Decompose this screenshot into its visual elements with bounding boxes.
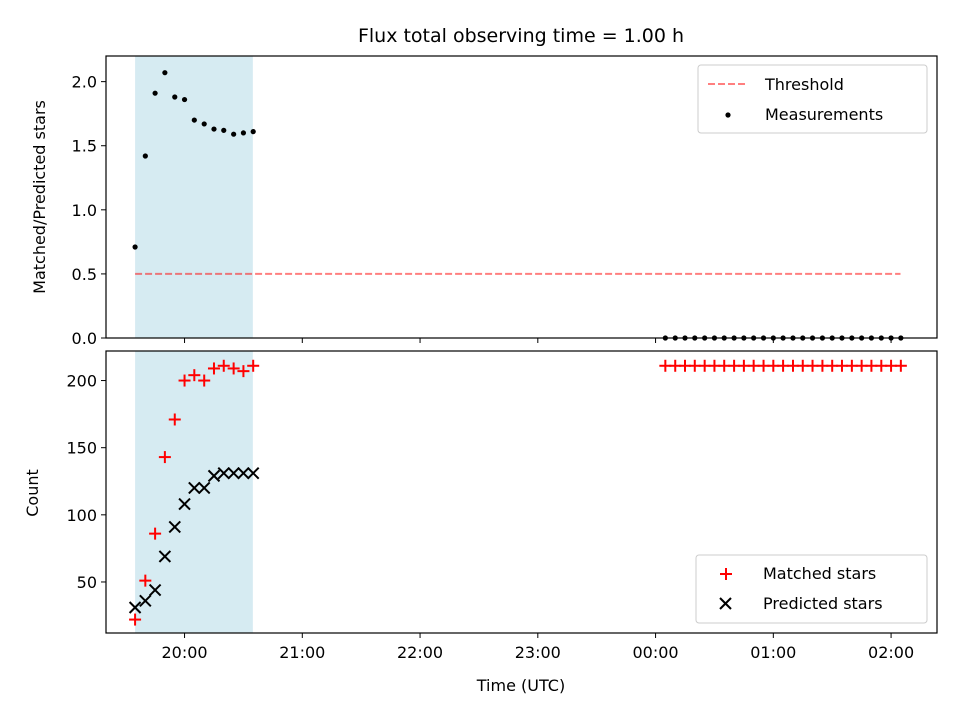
bottom-panel: 50 100 150 200 20:00 21:00 22:00 23:00 00:00 01:… [23, 350, 938, 695]
predicted-star-point [227, 466, 240, 480]
bottom-y-tick-label: 200 [66, 372, 97, 391]
predicted-star-point [217, 466, 230, 480]
bottom-plot-frame [105, 350, 938, 634]
bottom-x-tick-label: 23:00 [515, 643, 561, 662]
legend-predicted-label: Predicted stars [763, 594, 883, 613]
bottom-y-tick-label: 150 [66, 439, 97, 458]
bottom-x-tick-label: 21:00 [279, 643, 325, 662]
measurement-point [211, 126, 217, 132]
measurement-point [240, 130, 247, 136]
legend-matched-swatch [720, 568, 732, 580]
matched-star-point [158, 451, 171, 464]
matched-star-point [227, 362, 240, 375]
matched-star-point [129, 613, 142, 626]
predicted-star-point [139, 594, 152, 607]
bottom-y-axis-label: Count [23, 469, 42, 517]
matched-star-point [198, 374, 211, 387]
matched-star-point [217, 359, 230, 372]
top-y-axis: 0.0 0.5 1.0 1.5 2.0 [72, 73, 106, 348]
predicted-star-point [178, 497, 191, 511]
top-legend-box [697, 64, 928, 134]
predicted-star-point [188, 481, 201, 495]
matched-star-point [207, 362, 220, 375]
bottom-y-tick-label: 100 [66, 506, 97, 525]
measurement-point [181, 96, 188, 103]
legend-predicted-swatch [719, 597, 732, 610]
measurement-point [172, 94, 178, 100]
bottom-x-tick-label: 01:00 [750, 643, 796, 662]
matched-star-point [149, 527, 162, 540]
measurement-point [231, 131, 237, 137]
predicted-star-point [158, 550, 172, 563]
measurement-point [162, 70, 168, 76]
predicted-star-point [207, 469, 221, 483]
predicted-stars-series [128, 466, 260, 614]
bottom-x-tick-label: 00:00 [633, 643, 679, 662]
bottom-shaded-region [135, 351, 253, 633]
legend-measurements-label: Measurements [765, 105, 883, 124]
top-y-tick-label: 1.0 [72, 201, 97, 220]
measurement-point [152, 90, 158, 96]
bottom-legend-box [695, 554, 928, 624]
bottom-x-tick-label: 20:00 [161, 643, 207, 662]
matched-star-point [188, 369, 201, 382]
matched-star-point [237, 365, 250, 378]
matched-stars-series [129, 359, 907, 626]
matched-star-point [894, 359, 907, 372]
predicted-star-point [246, 466, 260, 480]
measurement-point [250, 129, 256, 135]
bottom-x-tick-label: 02:00 [868, 643, 914, 662]
matched-star-point [178, 374, 191, 387]
matched-star-point [168, 413, 181, 426]
bottom-x-tick-label: 22:00 [397, 643, 443, 662]
top-y-tick-label: 0.5 [72, 265, 97, 284]
measurement-point [191, 117, 197, 123]
measurement-point [142, 153, 148, 159]
chart-title: Flux total observing time = 1.00 h [358, 25, 684, 47]
matched-star-point [247, 359, 260, 372]
matched-star-point [139, 574, 152, 587]
legend-matched-label: Matched stars [763, 564, 876, 583]
top-panel: 0.00.51.01.52.0 Matched/Predicted stars … [30, 55, 938, 348]
predicted-star-point [148, 583, 162, 597]
measurement-point [201, 121, 207, 127]
predicted-star-point [128, 601, 142, 614]
measurement-point [132, 244, 138, 250]
predicted-star-point [237, 466, 250, 480]
legend-threshold-label: Threshold [764, 75, 844, 94]
top-y-tick-label: 0.0 [72, 329, 97, 348]
bottom-x-axis-label: Time (UTC) [476, 676, 565, 695]
bottom-x-axis: 20:00 21:00 22:00 23:00 00:00 01:00 02:00 [161, 633, 914, 662]
top-y-tick-label: 1.5 [72, 137, 97, 156]
top-y-tick-label: 2.0 [72, 73, 97, 92]
bottom-legend: Matched stars Predicted stars [695, 554, 928, 624]
bottom-y-tick-label: 50 [77, 573, 97, 592]
top-legend: Threshold Measurements [697, 64, 928, 134]
top-plot-frame [105, 55, 938, 339]
measurement-point [221, 127, 227, 133]
top-y-axis-label: Matched/Predicted stars [30, 100, 49, 294]
bottom-y-axis: 50 100 150 200 [66, 372, 106, 592]
predicted-star-point [198, 481, 211, 495]
top-shaded-region [135, 56, 253, 338]
predicted-star-point [168, 520, 181, 534]
legend-measurements-swatch [725, 112, 731, 118]
